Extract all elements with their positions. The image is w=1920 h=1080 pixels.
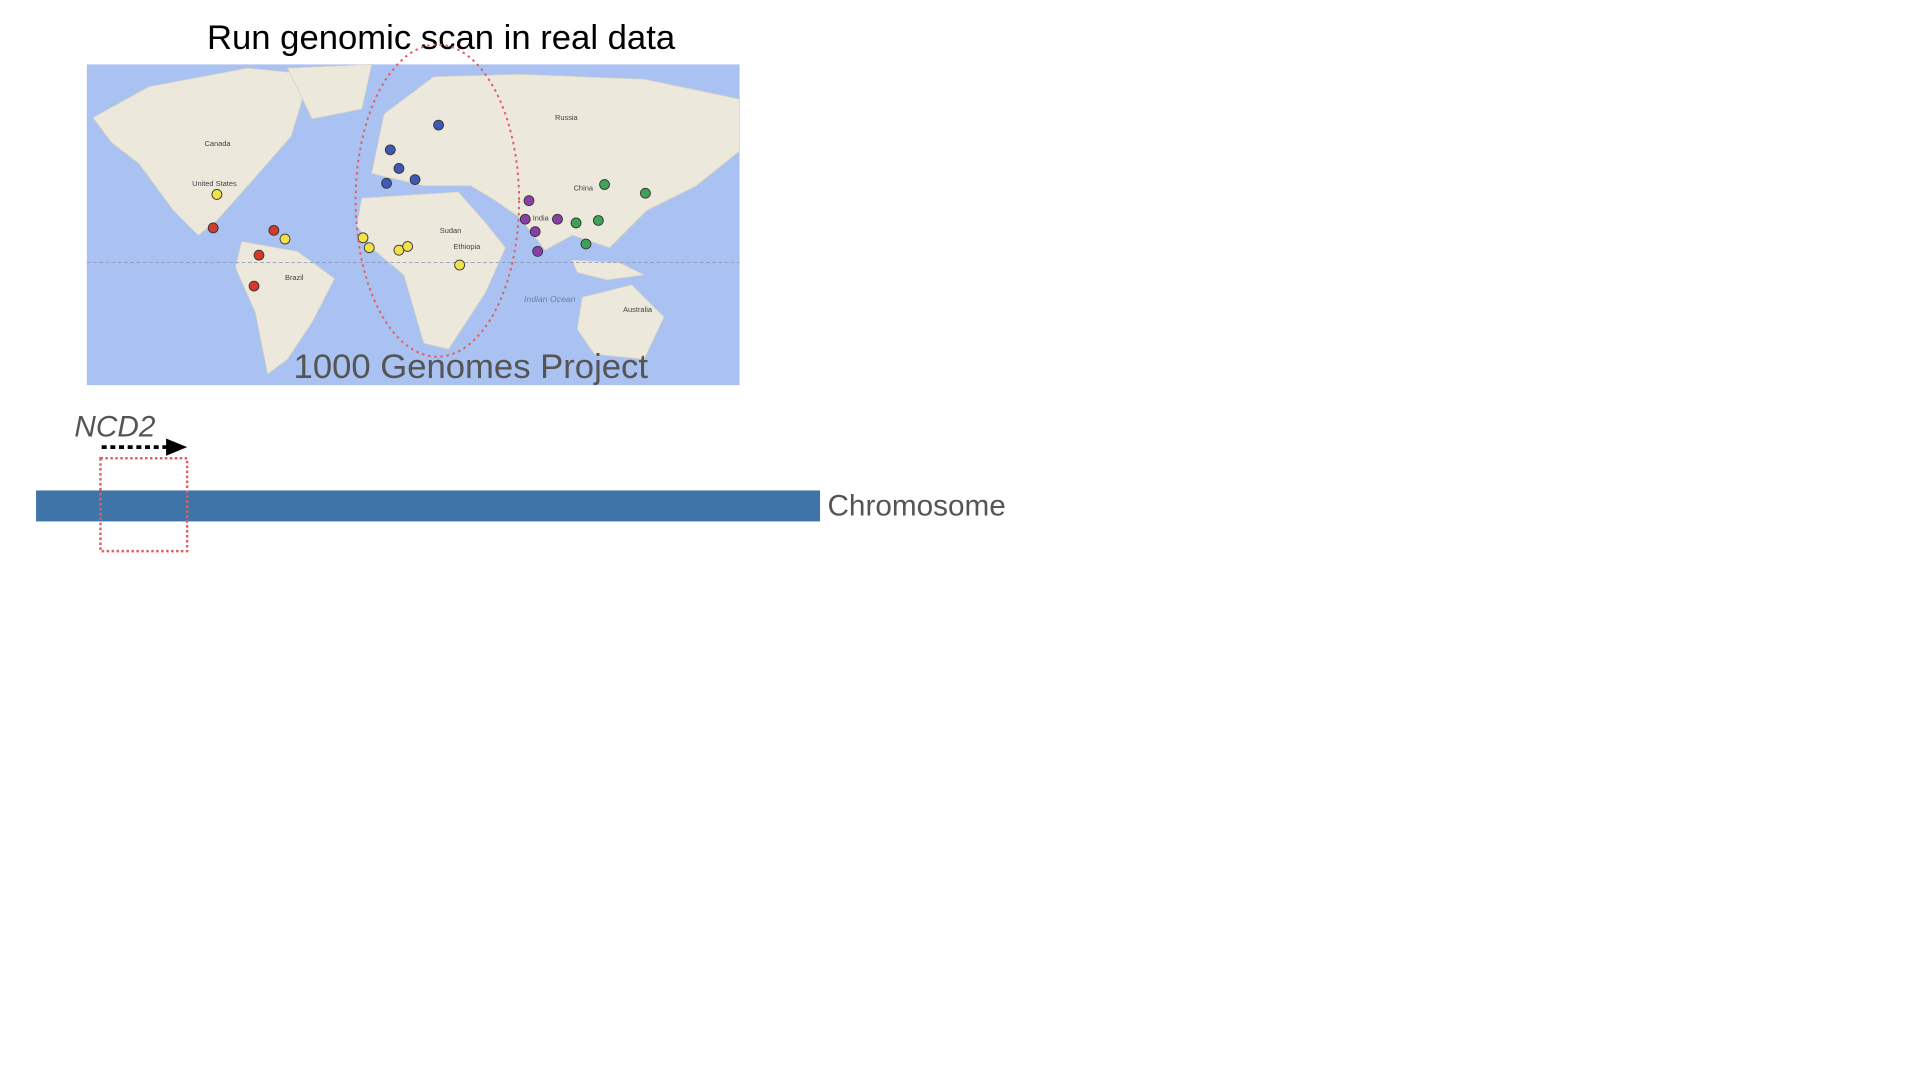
dot [529, 226, 541, 237]
place-label: Ethiopia [453, 242, 481, 251]
dot [248, 280, 260, 292]
dot [381, 177, 392, 189]
australia [576, 284, 665, 360]
dot [253, 249, 265, 261]
dot [532, 246, 544, 257]
place-label: United States [192, 179, 237, 188]
dot [599, 179, 610, 190]
gene-label: NCD2 [74, 410, 155, 443]
dot [268, 224, 280, 236]
place-label: China [574, 184, 594, 193]
dot [384, 144, 396, 156]
eurasia [371, 73, 740, 251]
ocean-label: Indian Ocean [524, 294, 576, 304]
dot [207, 222, 219, 234]
greenland [286, 64, 373, 120]
population-dots [207, 119, 651, 292]
dot [570, 217, 582, 229]
dot [552, 213, 563, 225]
dot [454, 259, 466, 271]
dot [592, 215, 604, 226]
world-map: Canada United States Brazil Russia China… [86, 43, 740, 386]
indonesia [571, 259, 646, 281]
dot [402, 241, 414, 252]
place-label: Australia [623, 305, 653, 314]
dot [363, 242, 375, 254]
place-label: Sudan [440, 226, 461, 235]
africa [356, 191, 506, 350]
highlight-ellipse [354, 43, 521, 358]
chromosome-bar [36, 490, 821, 522]
map-label: 1000 Genomes Project [294, 348, 649, 386]
dot [433, 119, 444, 131]
place-label: Canada [204, 139, 231, 148]
south-america [235, 241, 336, 375]
north-america [92, 67, 311, 236]
dot [580, 238, 592, 250]
gene-arrow-head [166, 438, 188, 456]
place-label: India [533, 213, 550, 222]
dot [393, 163, 405, 174]
dot [640, 187, 651, 199]
dot [279, 233, 291, 245]
place-label: Russia [555, 113, 579, 122]
slide-title: Run genomic scan in real data [207, 19, 676, 57]
dot [523, 195, 535, 207]
dot [357, 232, 369, 244]
dot [519, 213, 531, 225]
gene-window [99, 457, 189, 553]
chromosome-label: Chromosome [827, 490, 1005, 523]
dot [409, 174, 421, 185]
dot [211, 189, 223, 200]
place-label: Brazil [285, 273, 304, 282]
